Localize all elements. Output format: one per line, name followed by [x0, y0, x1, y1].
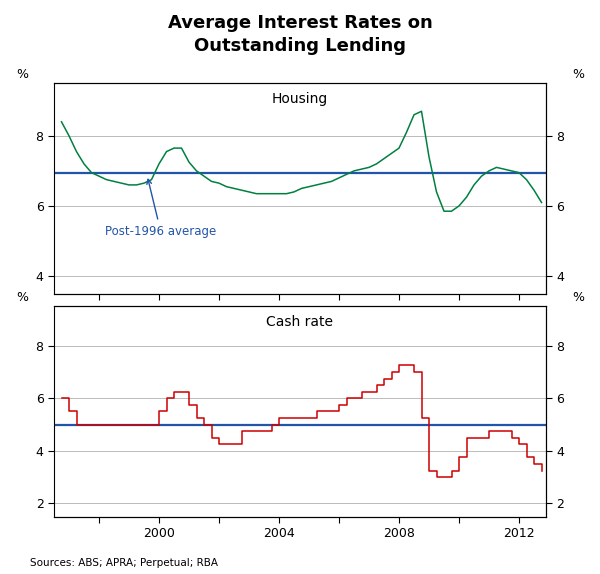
Text: %: % — [16, 291, 28, 304]
Text: %: % — [16, 68, 28, 81]
Text: %: % — [572, 68, 584, 81]
Text: Housing: Housing — [272, 92, 328, 106]
Text: Post-1996 average: Post-1996 average — [105, 179, 216, 238]
Text: Average Interest Rates on
Outstanding Lending: Average Interest Rates on Outstanding Le… — [167, 14, 433, 55]
Text: %: % — [572, 291, 584, 304]
Text: Cash rate: Cash rate — [266, 315, 334, 329]
Text: Sources: ABS; APRA; Perpetual; RBA: Sources: ABS; APRA; Perpetual; RBA — [30, 559, 218, 568]
